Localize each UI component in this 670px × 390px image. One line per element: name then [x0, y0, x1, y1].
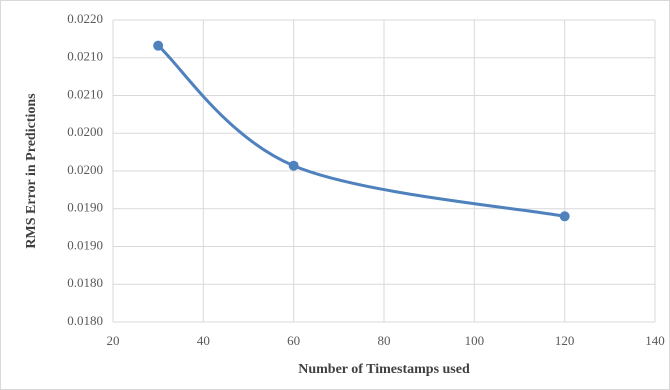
x-tick-label: 60: [287, 333, 300, 348]
x-tick-label: 40: [197, 333, 210, 348]
y-tick-label: 0.0180: [67, 275, 103, 290]
y-tick-label: 0.0200: [67, 162, 103, 177]
y-tick-label: 0.0220: [67, 11, 103, 26]
x-tick-label: 120: [555, 333, 575, 348]
x-tick-label: 80: [378, 333, 391, 348]
data-point: [559, 211, 570, 222]
y-tick-label: 0.0210: [67, 86, 103, 101]
data-point: [288, 160, 299, 171]
y-axis-title: RMS Error in Predictions: [24, 93, 39, 249]
x-tick-label: 100: [465, 333, 485, 348]
y-tick-label: 0.0200: [67, 124, 103, 139]
data-point: [153, 40, 164, 51]
series-line: [157, 44, 565, 218]
y-tick-label: 0.0210: [67, 49, 103, 64]
y-tick-label: 0.0180: [67, 313, 103, 328]
y-tick-label: 0.0190: [67, 200, 103, 215]
x-axis-title: Number of Timestamps used: [298, 362, 470, 377]
y-tick-label: 0.0190: [67, 237, 103, 252]
x-tick-label: 140: [645, 333, 665, 348]
x-tick-label: 20: [107, 333, 120, 348]
